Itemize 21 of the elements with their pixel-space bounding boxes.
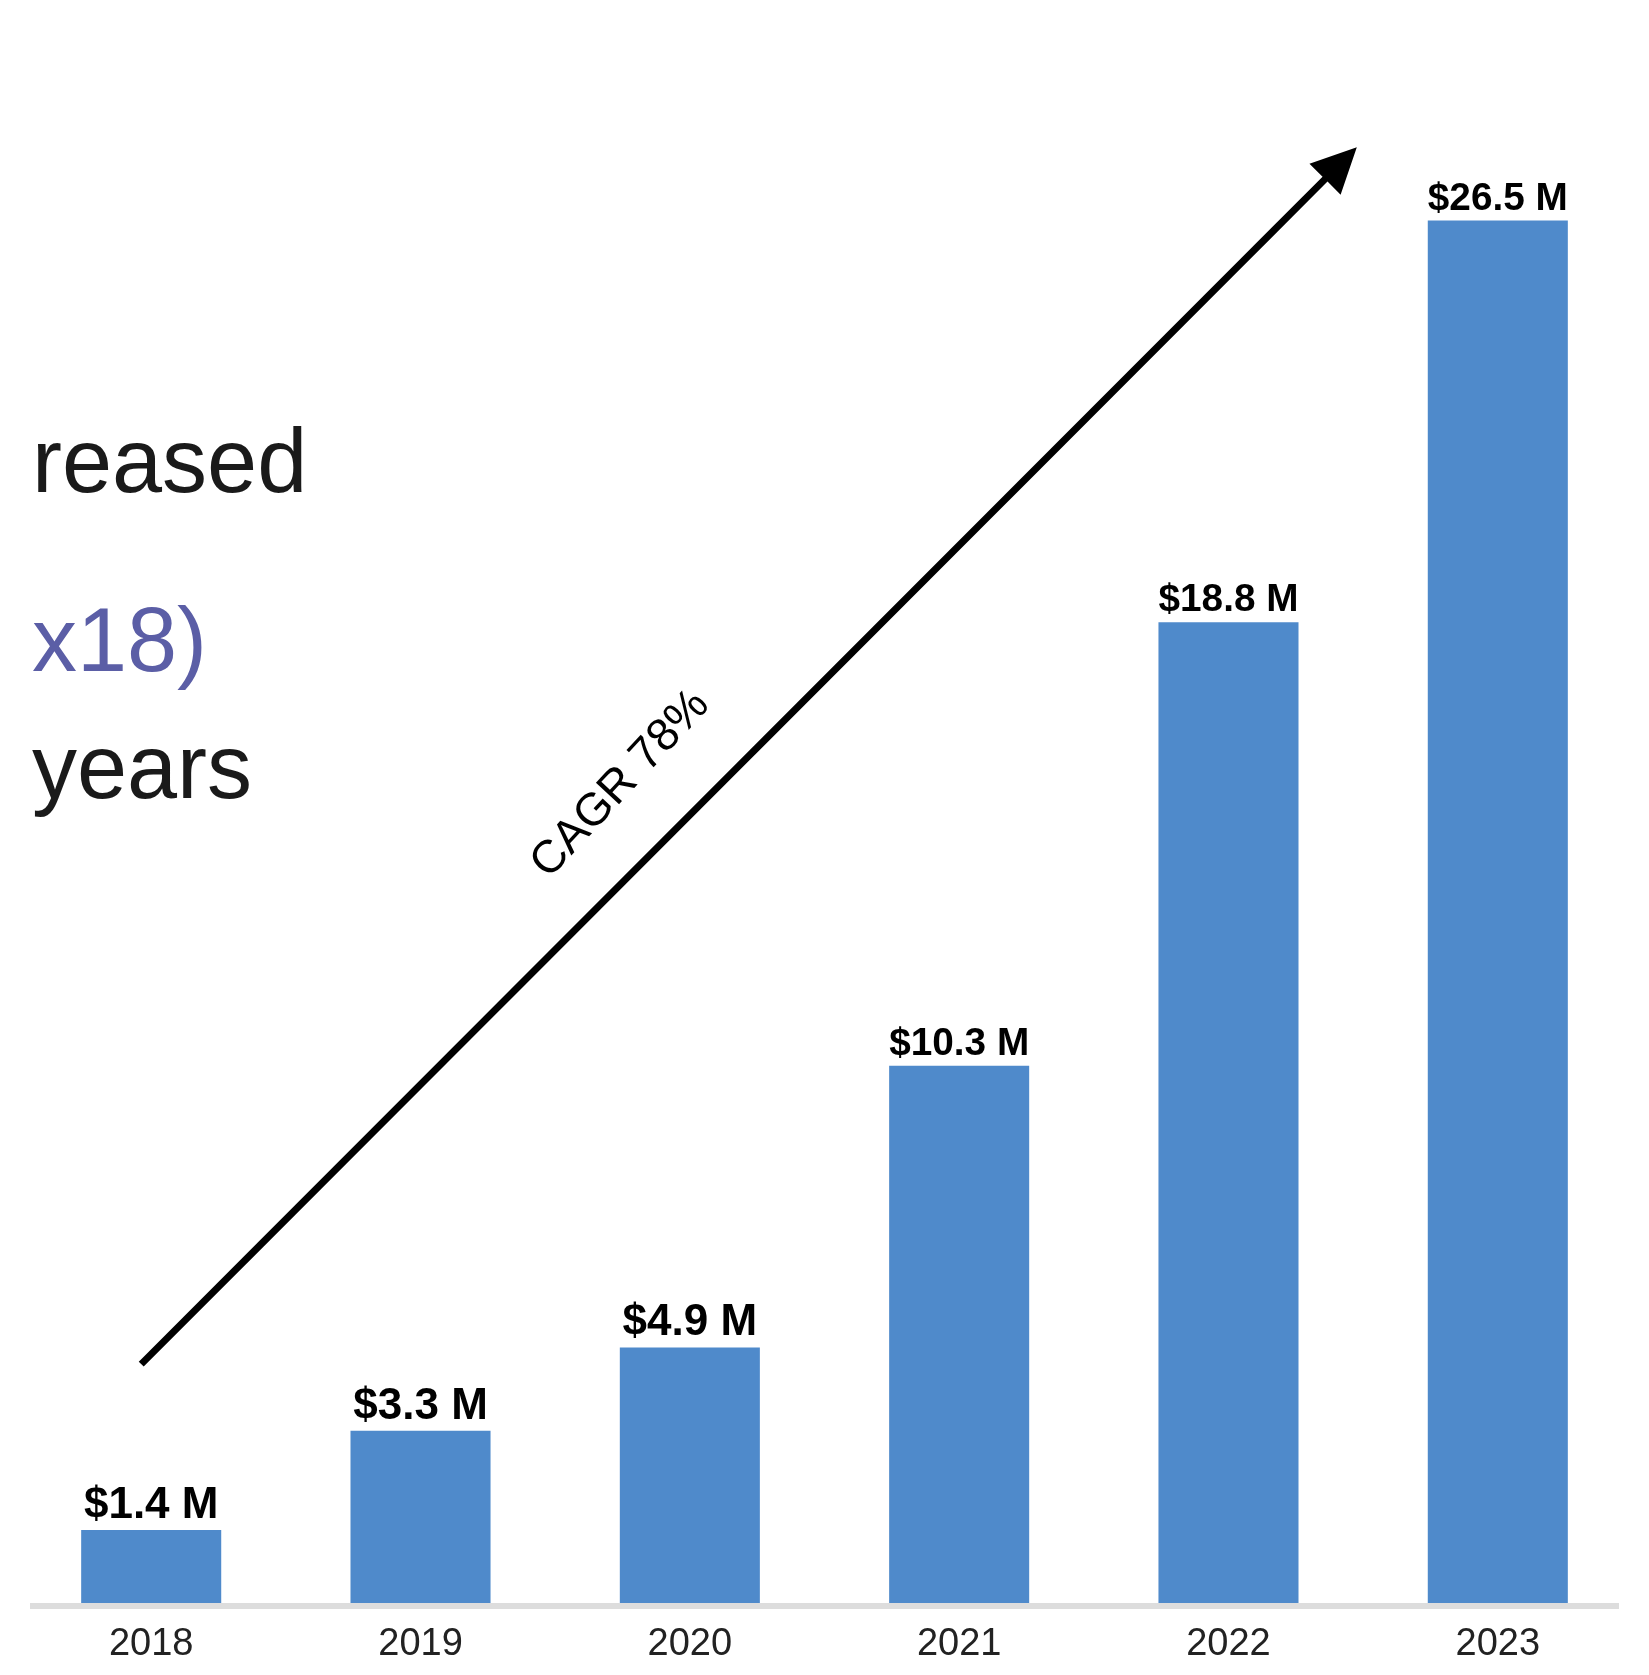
annotation: reased xyxy=(32,411,308,511)
x-tick-label: 2019 xyxy=(378,1620,463,1663)
data-label: $26.5 M xyxy=(1427,174,1568,218)
x-tick-label: 2023 xyxy=(1455,1620,1541,1663)
bar xyxy=(619,1347,760,1603)
annotation: years xyxy=(32,717,253,817)
annotation: x18) xyxy=(32,590,208,690)
bar xyxy=(81,1529,222,1603)
data-label: $10.3 M xyxy=(889,1019,1030,1063)
x-tick-label: 2018 xyxy=(108,1620,194,1663)
bar xyxy=(1158,622,1299,1603)
data-label: $1.4 M xyxy=(83,1477,219,1527)
bar xyxy=(350,1430,491,1603)
x-tick-label: 2020 xyxy=(647,1620,733,1663)
x-tick-label: 2021 xyxy=(916,1620,1002,1663)
bar xyxy=(1427,220,1568,1603)
data-label: $18.8 M xyxy=(1158,576,1299,620)
x-tick-label: 2022 xyxy=(1186,1620,1271,1663)
data-label: $3.3 M xyxy=(353,1378,488,1428)
bar xyxy=(889,1065,1030,1603)
data-label: $4.9 M xyxy=(622,1295,758,1345)
